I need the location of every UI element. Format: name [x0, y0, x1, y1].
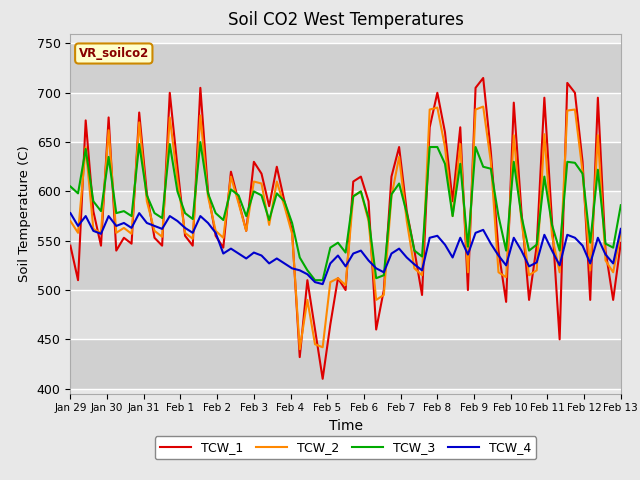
- Bar: [70, 290, 621, 339]
- Line: TCW_2: TCW_2: [70, 107, 621, 349]
- TCW_2: [479, 104, 487, 109]
- Title: Soil CO2 West Temperatures: Soil CO2 West Temperatures: [228, 11, 463, 29]
- TCW_1: [479, 75, 487, 81]
- Bar: [70, 241, 621, 290]
- TCW_3: [579, 171, 586, 177]
- X-axis label: Time: Time: [328, 419, 363, 433]
- TCW_3: [67, 183, 74, 189]
- TCW_3: [189, 216, 196, 222]
- TCW_4: [533, 260, 541, 265]
- Line: TCW_3: TCW_3: [70, 142, 621, 280]
- TCW_2: [67, 218, 74, 224]
- TCW_1: [579, 159, 586, 165]
- TCW_1: [349, 179, 357, 184]
- TCW_1: [541, 95, 548, 101]
- Line: TCW_4: TCW_4: [70, 213, 621, 284]
- TCW_4: [349, 251, 357, 256]
- TCW_3: [556, 248, 563, 253]
- Bar: [70, 44, 621, 93]
- TCW_1: [556, 336, 563, 342]
- Line: TCW_1: TCW_1: [70, 78, 621, 379]
- TCW_4: [250, 250, 258, 255]
- TCW_2: [349, 193, 357, 199]
- Bar: [70, 339, 621, 389]
- TCW_2: [250, 179, 258, 184]
- TCW_1: [250, 159, 258, 165]
- Y-axis label: Soil Temperature (C): Soil Temperature (C): [18, 145, 31, 282]
- Text: VR_soilco2: VR_soilco2: [79, 47, 149, 60]
- TCW_3: [258, 192, 266, 198]
- TCW_2: [296, 347, 303, 352]
- TCW_1: [189, 243, 196, 249]
- TCW_3: [196, 139, 204, 145]
- TCW_1: [617, 240, 625, 246]
- TCW_4: [617, 226, 625, 232]
- TCW_4: [319, 281, 326, 287]
- Bar: [70, 93, 621, 142]
- TCW_2: [579, 169, 586, 175]
- Bar: [70, 192, 621, 241]
- TCW_4: [67, 210, 74, 216]
- TCW_4: [189, 230, 196, 236]
- TCW_3: [617, 203, 625, 208]
- TCW_1: [319, 376, 326, 382]
- TCW_2: [541, 132, 548, 137]
- Legend: TCW_1, TCW_2, TCW_3, TCW_4: TCW_1, TCW_2, TCW_3, TCW_4: [155, 436, 536, 459]
- TCW_2: [617, 230, 625, 236]
- TCW_1: [67, 243, 74, 249]
- TCW_3: [357, 189, 365, 194]
- TCW_3: [311, 277, 319, 283]
- TCW_4: [571, 235, 579, 240]
- Bar: [70, 142, 621, 192]
- TCW_2: [556, 269, 563, 275]
- TCW_4: [548, 248, 556, 253]
- TCW_3: [541, 174, 548, 180]
- TCW_2: [189, 236, 196, 241]
